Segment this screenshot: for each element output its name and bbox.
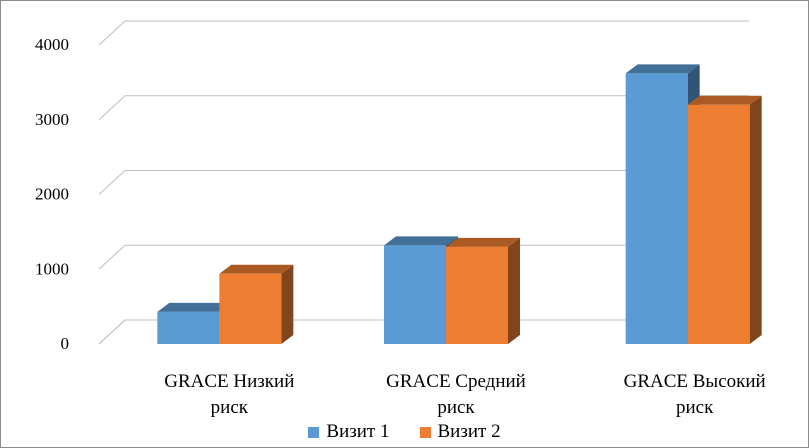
x-tick-label: риск <box>211 397 249 418</box>
y-tick-label: 2000 <box>35 185 69 204</box>
x-tick-label: риск <box>437 397 475 418</box>
bar-side-2 <box>508 237 520 344</box>
legend: Визит 1 Визит 2 <box>1 419 808 445</box>
bar-side-2 <box>749 95 762 344</box>
y-tick-label: 0 <box>61 334 70 353</box>
gridline-depth <box>98 20 126 46</box>
gridline-depth <box>98 244 126 270</box>
bar-side-2 <box>281 264 294 344</box>
bar-top-2 <box>446 237 520 247</box>
bar-top-2 <box>687 95 762 105</box>
legend-swatch <box>419 426 431 438</box>
gridline-depth <box>98 170 126 195</box>
legend-swatch <box>308 426 320 438</box>
legend-item-1: Визит 1 <box>308 421 390 443</box>
legend-label: Визит 1 <box>326 421 390 442</box>
legend-label: Визит 2 <box>437 421 501 442</box>
bar-series-1 <box>384 245 446 344</box>
bar-series-2 <box>446 246 508 344</box>
y-tick-label: 1000 <box>35 259 69 278</box>
bar-series-1 <box>625 73 688 344</box>
y-tick-label: 4000 <box>35 35 69 54</box>
bar-series-2 <box>219 273 282 344</box>
bar-top-1 <box>157 302 232 312</box>
bar-series-2 <box>687 104 750 344</box>
bar-top-1 <box>625 64 700 74</box>
x-tick-label: GRACE Высокий <box>624 371 766 392</box>
x-tick-label: GRACE Средний <box>386 371 526 392</box>
x-tick-label: риск <box>676 397 714 418</box>
bar-top-1 <box>384 236 458 246</box>
bar-top-2 <box>219 264 294 274</box>
legend-item-2: Визит 2 <box>419 421 501 443</box>
gridline-depth <box>98 95 126 121</box>
y-tick-label: 3000 <box>35 110 69 129</box>
gridline-depth <box>98 319 126 345</box>
x-tick-label: GRACE Низкий <box>164 371 294 392</box>
bar-series-1 <box>157 311 220 344</box>
